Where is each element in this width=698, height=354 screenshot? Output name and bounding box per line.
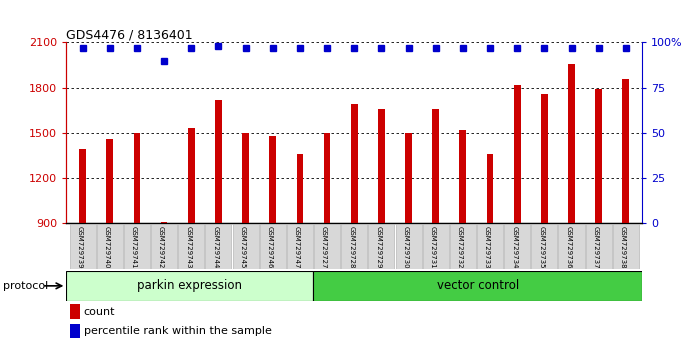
- FancyBboxPatch shape: [341, 224, 367, 269]
- Bar: [378, 109, 385, 223]
- Text: GSM729727: GSM729727: [321, 226, 327, 268]
- FancyBboxPatch shape: [313, 271, 642, 301]
- Text: parkin expression: parkin expression: [138, 279, 242, 292]
- Text: GSM729746: GSM729746: [267, 226, 273, 268]
- Bar: [70, 324, 80, 338]
- Text: GSM729736: GSM729736: [565, 226, 572, 268]
- Text: GDS4476 / 8136401: GDS4476 / 8136401: [66, 28, 193, 41]
- FancyBboxPatch shape: [504, 224, 530, 269]
- Text: GSM729745: GSM729745: [239, 226, 246, 268]
- FancyBboxPatch shape: [613, 224, 639, 269]
- FancyBboxPatch shape: [314, 224, 340, 269]
- Bar: [188, 128, 195, 223]
- Bar: [70, 304, 80, 319]
- FancyBboxPatch shape: [396, 224, 422, 269]
- Text: vector control: vector control: [436, 279, 519, 292]
- Text: GSM729739: GSM729739: [77, 226, 82, 268]
- Text: GSM729747: GSM729747: [294, 226, 300, 268]
- Text: GSM729744: GSM729744: [212, 226, 218, 268]
- FancyBboxPatch shape: [558, 224, 585, 269]
- FancyBboxPatch shape: [66, 271, 313, 301]
- Bar: [161, 222, 168, 223]
- Bar: [459, 130, 466, 223]
- Text: percentile rank within the sample: percentile rank within the sample: [84, 326, 272, 336]
- Text: GSM729730: GSM729730: [403, 226, 408, 268]
- Bar: [106, 139, 113, 223]
- Text: GSM729729: GSM729729: [376, 226, 381, 268]
- Text: GSM729734: GSM729734: [511, 226, 517, 268]
- Text: GSM729741: GSM729741: [131, 226, 137, 268]
- Bar: [514, 85, 521, 223]
- Text: GSM729743: GSM729743: [185, 226, 191, 268]
- Text: GSM729738: GSM729738: [620, 226, 626, 268]
- Bar: [541, 94, 548, 223]
- Text: GSM729732: GSM729732: [457, 226, 463, 268]
- Text: GSM729737: GSM729737: [593, 226, 599, 268]
- Text: GSM729742: GSM729742: [158, 226, 164, 268]
- FancyBboxPatch shape: [151, 224, 177, 269]
- Text: protocol: protocol: [3, 281, 49, 291]
- Bar: [405, 133, 412, 223]
- FancyBboxPatch shape: [205, 224, 232, 269]
- Text: GSM729733: GSM729733: [484, 226, 490, 268]
- Bar: [595, 89, 602, 223]
- Bar: [623, 79, 630, 223]
- FancyBboxPatch shape: [260, 224, 285, 269]
- FancyBboxPatch shape: [450, 224, 476, 269]
- Bar: [133, 133, 140, 223]
- Text: GSM729728: GSM729728: [348, 226, 355, 268]
- FancyBboxPatch shape: [97, 224, 123, 269]
- Bar: [297, 154, 304, 223]
- FancyBboxPatch shape: [531, 224, 558, 269]
- FancyBboxPatch shape: [70, 224, 96, 269]
- Text: GSM729731: GSM729731: [430, 226, 436, 268]
- Bar: [351, 104, 357, 223]
- Bar: [432, 109, 439, 223]
- Bar: [324, 133, 330, 223]
- Bar: [79, 149, 86, 223]
- Bar: [242, 133, 249, 223]
- Bar: [568, 64, 575, 223]
- FancyBboxPatch shape: [178, 224, 205, 269]
- Text: GSM729740: GSM729740: [104, 226, 110, 268]
- FancyBboxPatch shape: [369, 224, 394, 269]
- Text: GSM729735: GSM729735: [538, 226, 544, 268]
- FancyBboxPatch shape: [423, 224, 449, 269]
- Bar: [215, 100, 222, 223]
- Bar: [269, 136, 276, 223]
- Bar: [487, 154, 493, 223]
- FancyBboxPatch shape: [586, 224, 611, 269]
- Text: count: count: [84, 307, 115, 316]
- FancyBboxPatch shape: [232, 224, 259, 269]
- FancyBboxPatch shape: [287, 224, 313, 269]
- FancyBboxPatch shape: [477, 224, 503, 269]
- FancyBboxPatch shape: [124, 224, 150, 269]
